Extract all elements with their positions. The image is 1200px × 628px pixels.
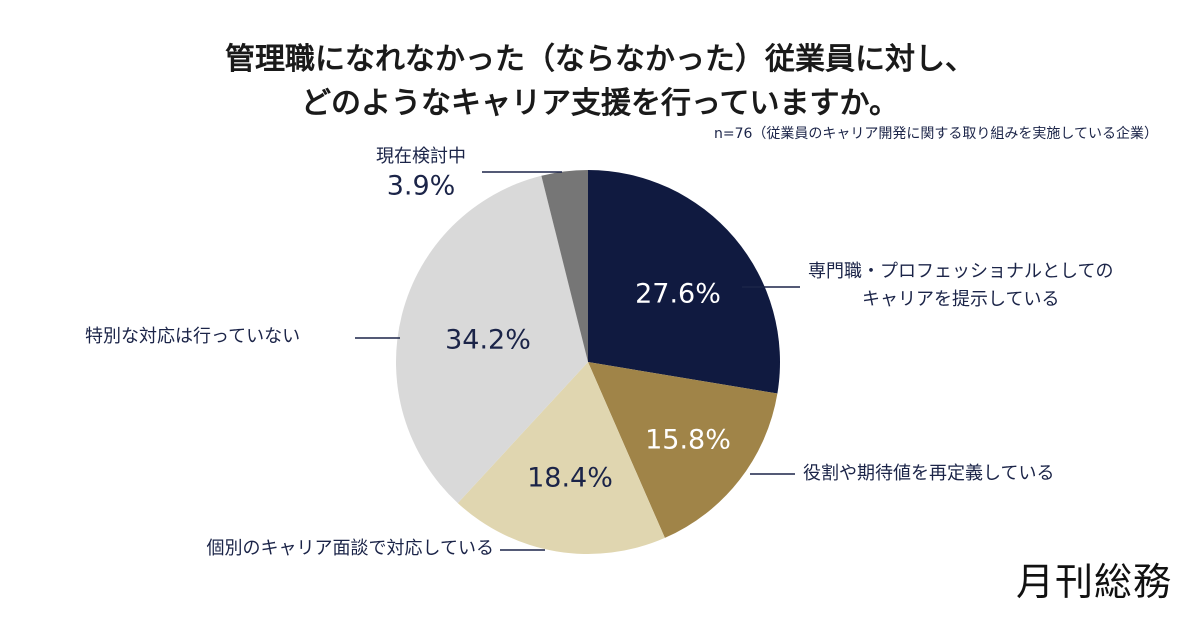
slice-label-4: 現在検討中 [376,146,466,167]
slice-label-2: 個別のキャリア面談で対応している [206,538,494,559]
publisher-logo: 月刊総務 [1015,560,1172,604]
data-label-4: 3.9% [386,170,456,202]
data-label-0: 27.6% [635,278,721,310]
data-label-1: 15.8% [645,424,731,456]
slice-label-0: 専門職・プロフェッショナルとしての キャリアを提示している [808,258,1113,314]
sample-note: n=76（従業員のキャリア開発に関する取り組みを実施している企業） [714,126,1158,142]
pie-slice-4 [541,170,588,362]
pie-slice-1 [588,362,778,538]
chart-title-line1: 管理職になれなかった（ならなかった）従業員に対し、 [225,42,975,77]
data-label-2: 18.4% [527,462,613,494]
pie-slice-0 [588,170,781,394]
slice-label-0-line1: 専門職・プロフェッショナルとしての [808,261,1114,282]
data-label-3: 34.2% [445,324,531,356]
pie-slice-2 [457,362,665,554]
pie-slice-3 [396,175,588,504]
chart-title-line2: どのようなキャリア支援を行っていますか。 [301,86,899,121]
slice-label-1: 役割や期待値を再定義している [803,463,1055,484]
slice-label-0-line2: キャリアを提示している [862,289,1060,310]
leader-lines [355,171,800,551]
slice-label-3: 特別な対応は行っていない [85,326,301,347]
